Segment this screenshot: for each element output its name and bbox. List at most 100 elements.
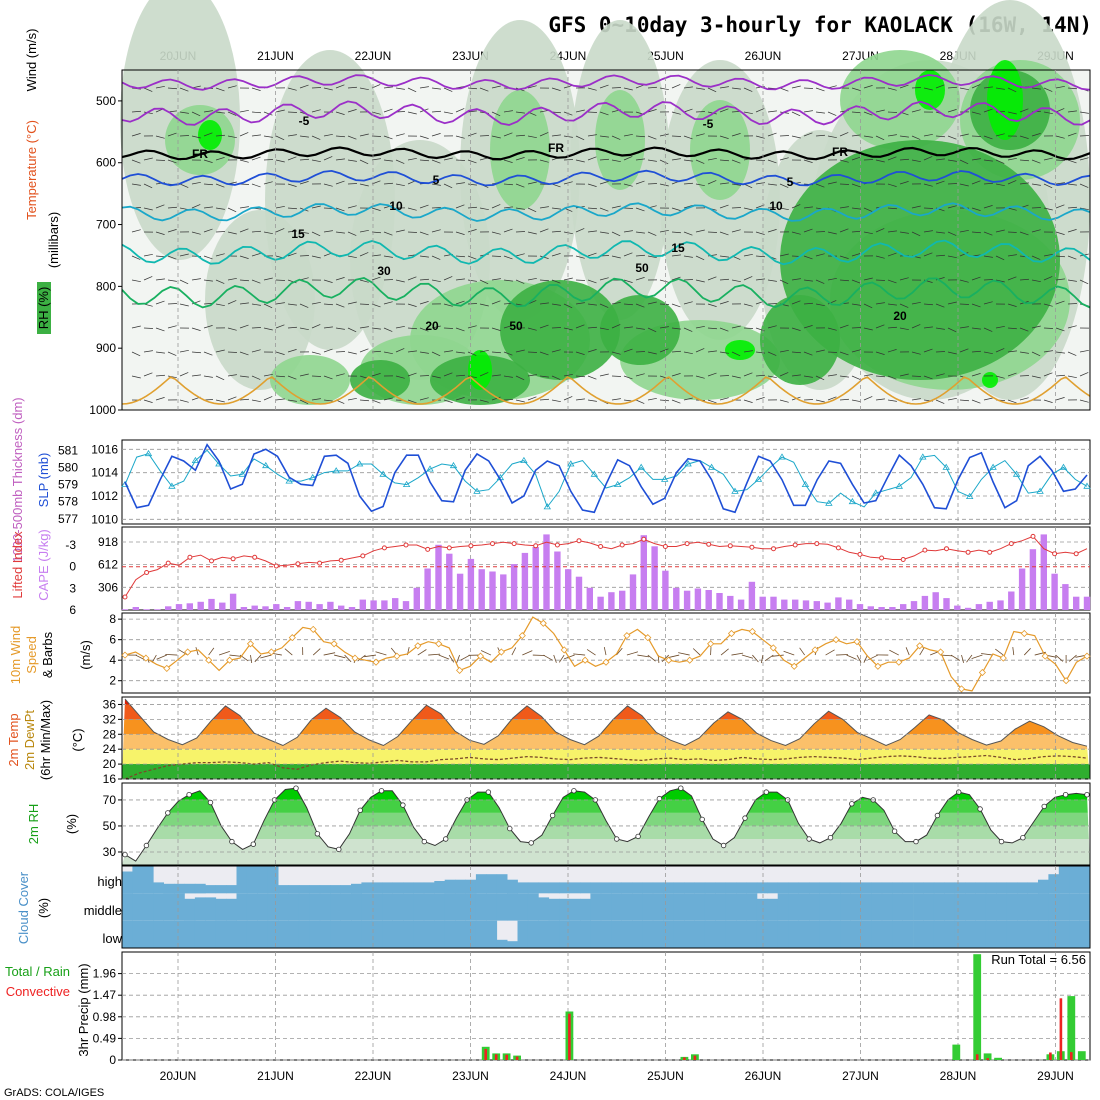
wind-marker bbox=[748, 627, 756, 636]
li-label: Lifted Index bbox=[10, 531, 25, 599]
wind-marker bbox=[246, 640, 255, 648]
wind-barb bbox=[815, 375, 825, 381]
wind-barb bbox=[515, 183, 525, 188]
wind-barb bbox=[527, 231, 537, 235]
wind-barb-10m bbox=[752, 654, 759, 663]
cloud-cell bbox=[767, 898, 779, 921]
wind-barb bbox=[755, 397, 765, 401]
cloud-cell bbox=[996, 882, 1008, 894]
li-marker bbox=[165, 560, 171, 566]
wind-barb bbox=[431, 325, 441, 329]
wind-barb bbox=[647, 159, 657, 162]
cloud-cell bbox=[330, 920, 341, 948]
thickness-marker bbox=[285, 477, 293, 484]
wind-barb bbox=[851, 279, 861, 284]
wind-barb bbox=[467, 206, 477, 209]
wind-barb bbox=[491, 231, 501, 235]
precip-y-tick-label: 1.96 bbox=[93, 967, 117, 981]
wind-barb bbox=[551, 230, 561, 233]
wind-barb bbox=[251, 303, 261, 306]
wind-barb-10m bbox=[460, 654, 471, 661]
rh-marker bbox=[742, 815, 748, 821]
wind-barb bbox=[323, 230, 333, 233]
cloud-cell bbox=[892, 893, 903, 921]
cloud-cell bbox=[1017, 882, 1028, 894]
wind-barb bbox=[467, 255, 477, 260]
rh-marker bbox=[250, 841, 256, 847]
wind-barb bbox=[491, 300, 501, 305]
wind-barb bbox=[419, 204, 429, 209]
wind-barb bbox=[335, 231, 345, 234]
wind-barb bbox=[1079, 399, 1089, 403]
cloud-cell bbox=[163, 920, 175, 948]
wind-barb bbox=[659, 229, 669, 233]
cape-bar bbox=[565, 569, 572, 610]
wind-barb bbox=[323, 133, 333, 137]
wind-barb bbox=[131, 229, 141, 233]
wind-barb bbox=[635, 399, 645, 404]
upper-rh-label: RH (%) bbox=[36, 287, 51, 330]
wind-barb bbox=[563, 373, 573, 377]
wind-barb bbox=[443, 276, 453, 281]
bottom-date-label: 20JUN bbox=[160, 1069, 197, 1083]
li-marker bbox=[317, 560, 323, 566]
wind-barb bbox=[179, 399, 189, 403]
wind-barb bbox=[227, 111, 237, 116]
wind-barb bbox=[143, 253, 153, 257]
wind-barb bbox=[935, 231, 945, 234]
wind-barb-10m bbox=[156, 654, 167, 660]
wind-barb bbox=[767, 325, 777, 329]
cape-bar bbox=[1040, 534, 1047, 610]
wind-barb bbox=[983, 205, 993, 209]
wind-barb bbox=[395, 133, 405, 137]
wind-barb bbox=[779, 157, 789, 161]
cloud-cell bbox=[673, 893, 685, 921]
cloud-cell bbox=[527, 920, 539, 948]
wind-barb bbox=[383, 327, 393, 332]
bottom-date-label: 26JUN bbox=[745, 1069, 782, 1083]
wind-barb bbox=[1043, 87, 1053, 92]
wind-barb bbox=[371, 111, 381, 115]
temp-band bbox=[122, 698, 1090, 705]
rh-marker bbox=[378, 788, 385, 794]
wind-barb bbox=[887, 349, 897, 353]
wind-barb-10m bbox=[647, 654, 656, 662]
thickness-marker bbox=[1083, 482, 1091, 489]
wind-barb-10m bbox=[312, 648, 321, 656]
wind-barb bbox=[635, 135, 645, 138]
wind-barb bbox=[659, 399, 669, 402]
wind-barb bbox=[575, 398, 585, 401]
wind-barb bbox=[707, 180, 717, 185]
wind-barb-10m bbox=[836, 654, 849, 656]
wind-barb bbox=[155, 300, 165, 305]
wind-barb bbox=[515, 399, 525, 403]
cloud-cell bbox=[184, 920, 196, 948]
wind-barb bbox=[875, 109, 885, 113]
wind-barb bbox=[743, 207, 753, 211]
wind-barb bbox=[971, 231, 981, 234]
bottom-date-label: 21JUN bbox=[257, 1069, 294, 1083]
rh-marker bbox=[143, 842, 150, 849]
wind-barb-10m bbox=[971, 654, 983, 659]
wind-barb bbox=[983, 135, 993, 140]
wind-barb bbox=[1031, 351, 1041, 357]
cloud-cell bbox=[538, 882, 550, 894]
wind-marker bbox=[226, 656, 234, 664]
wind-marker bbox=[644, 634, 652, 642]
cloud-cell bbox=[704, 893, 716, 921]
wind-barb bbox=[935, 135, 945, 138]
wind-barb bbox=[287, 207, 297, 210]
wind-barb-10m bbox=[417, 649, 427, 656]
wind-barb bbox=[1055, 374, 1065, 377]
wind-barb bbox=[191, 204, 201, 209]
wind-barb bbox=[227, 135, 237, 139]
wind-barb bbox=[1043, 111, 1053, 115]
wind-barb bbox=[767, 375, 777, 379]
wind-barb bbox=[191, 181, 201, 185]
wind-barb bbox=[623, 303, 633, 306]
cloud-cell bbox=[621, 882, 633, 894]
contour-label: -5 bbox=[703, 117, 714, 131]
isotherm-line bbox=[121, 74, 1091, 91]
wind-barb bbox=[815, 87, 825, 92]
wind-barb bbox=[983, 108, 993, 113]
